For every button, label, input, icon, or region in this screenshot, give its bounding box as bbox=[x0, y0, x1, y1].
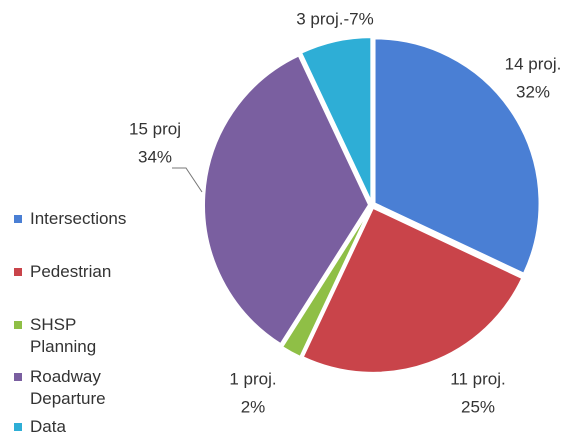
data-label: 11 proj. bbox=[450, 369, 505, 388]
leader-line bbox=[172, 167, 203, 193]
data-label: 2% bbox=[241, 397, 266, 416]
data-label: 32% bbox=[516, 82, 550, 101]
pie-slice bbox=[280, 207, 372, 359]
legend-swatch bbox=[14, 215, 22, 223]
legend-swatch bbox=[14, 373, 22, 381]
legend-label: Intersections bbox=[30, 209, 127, 228]
pie-slice bbox=[301, 206, 524, 374]
legend-swatch bbox=[14, 268, 22, 276]
legend-item: Pedestrian bbox=[14, 261, 144, 283]
legend-item: Intersections bbox=[14, 208, 144, 230]
data-label: 3 proj.-7% bbox=[296, 9, 373, 28]
legend-swatch bbox=[14, 423, 22, 431]
pie-slice bbox=[203, 54, 371, 346]
data-label: 1 proj. bbox=[229, 369, 276, 388]
legend-item: Roadway Departure bbox=[14, 366, 144, 410]
data-label: 14 proj. bbox=[505, 54, 562, 73]
data-label: 25% bbox=[461, 397, 495, 416]
legend-label: Data bbox=[30, 417, 66, 436]
legend-item: SHSP Planning bbox=[14, 314, 144, 358]
legend-label: Roadway Departure bbox=[30, 367, 106, 408]
pie-slice bbox=[373, 37, 541, 275]
legend-item: Data bbox=[14, 416, 144, 437]
pie-slice bbox=[299, 36, 373, 203]
legend-swatch bbox=[14, 321, 22, 329]
legend-label: Pedestrian bbox=[30, 262, 112, 281]
legend-label: SHSP Planning bbox=[30, 315, 97, 356]
data-label: 34% bbox=[138, 147, 172, 166]
data-label: 15 proj bbox=[129, 119, 181, 138]
